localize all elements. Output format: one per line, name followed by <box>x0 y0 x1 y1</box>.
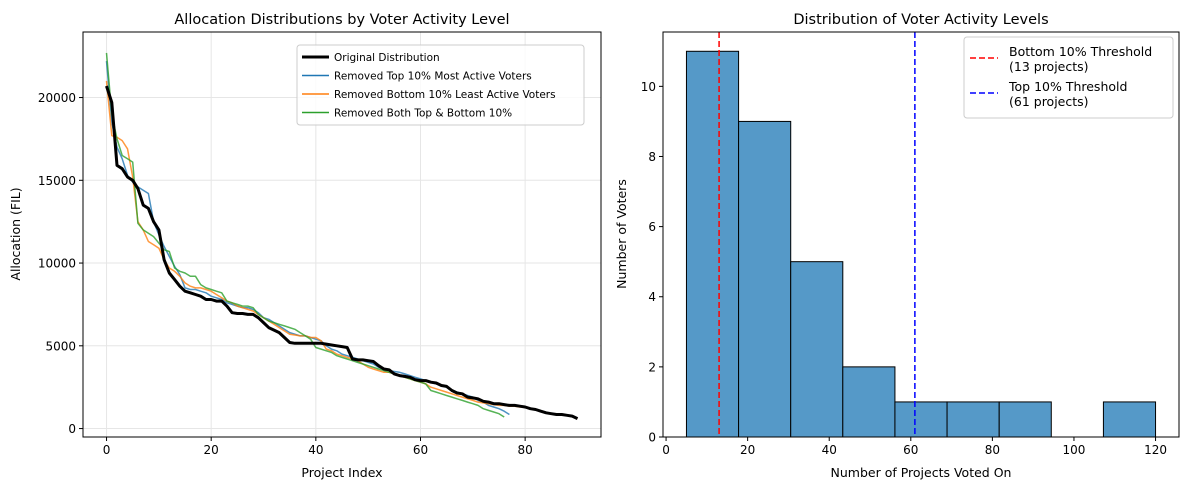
histogram-bar <box>946 401 1000 438</box>
left-y-axis-label: Allocation (FIL) <box>8 187 23 280</box>
x-tick-label: 60 <box>903 443 918 457</box>
y-tick-label: 0 <box>648 431 656 445</box>
histogram-bar <box>894 401 948 438</box>
y-tick-label: 5000 <box>45 339 76 353</box>
legend-detail-1: (61 projects) <box>1009 94 1089 109</box>
y-tick-label: 10 <box>641 80 656 94</box>
series-line-2 <box>105 80 578 420</box>
right-legend: Bottom 10% Threshold(13 projects) Top 10%… <box>963 36 1174 119</box>
histogram-bar <box>1102 401 1157 438</box>
legend-label-2: Removed Bottom 10% Least Active Voters <box>334 89 556 101</box>
x-tick-label: 40 <box>822 443 837 457</box>
right-chart-title: Distribution of Voter Activity Levels <box>793 12 1048 28</box>
y-tick-label: 0 <box>68 422 76 436</box>
x-tick-label: 0 <box>662 443 670 457</box>
x-tick-label: 80 <box>517 443 532 457</box>
x-tick-label: 40 <box>308 443 323 457</box>
left-plot-frame <box>82 31 602 438</box>
y-tick-label: 8 <box>648 150 656 164</box>
left-legend: Original Distribution Removed Top 10% Mos… <box>296 44 585 126</box>
x-tick-label: 120 <box>1144 443 1167 457</box>
right-x-axis-label: Number of Projects Voted On <box>831 465 1012 480</box>
histogram-bar <box>738 120 792 438</box>
legend-label-0: Original Distribution <box>334 52 440 64</box>
x-tick-label: 20 <box>204 443 219 457</box>
y-tick-label: 20000 <box>38 91 76 105</box>
left-chart: Allocation Distributions by Voter Activi… <box>8 12 602 480</box>
legend-label-1: Removed Top 10% Most Active Voters <box>334 71 532 83</box>
y-tick-label: 15000 <box>38 174 76 188</box>
x-tick-label: 80 <box>985 443 1000 457</box>
legend-label-0: Bottom 10% Threshold <box>1009 44 1152 59</box>
series-line-0 <box>105 85 579 420</box>
histogram-bar <box>790 261 844 438</box>
histogram-bar <box>998 401 1052 438</box>
y-tick-label: 6 <box>648 220 656 234</box>
left-x-axis-label: Project Index <box>301 465 382 480</box>
x-tick-label: 20 <box>740 443 755 457</box>
legend-label-1: Top 10% Threshold <box>1008 79 1127 94</box>
y-tick-label: 4 <box>648 290 656 304</box>
right-y-axis-label: Number of Voters <box>614 179 629 289</box>
right-chart: Distribution of Voter Activity Levels Nu… <box>614 12 1180 480</box>
x-tick-label: 100 <box>1063 443 1086 457</box>
y-tick-label: 2 <box>648 360 656 374</box>
legend-detail-0: (13 projects) <box>1009 59 1089 74</box>
legend-box <box>963 36 1174 119</box>
series-line-3 <box>105 52 505 418</box>
histogram-bar <box>685 50 740 438</box>
legend-box <box>296 44 585 126</box>
histogram-bar <box>842 366 896 438</box>
left-chart-title: Allocation Distributions by Voter Activi… <box>174 12 509 28</box>
x-tick-label: 60 <box>413 443 428 457</box>
legend-label-3: Removed Both Top & Bottom 10% <box>334 108 512 120</box>
x-tick-label: 0 <box>103 443 111 457</box>
right-plot-frame <box>662 31 1180 438</box>
y-tick-label: 10000 <box>38 257 76 271</box>
